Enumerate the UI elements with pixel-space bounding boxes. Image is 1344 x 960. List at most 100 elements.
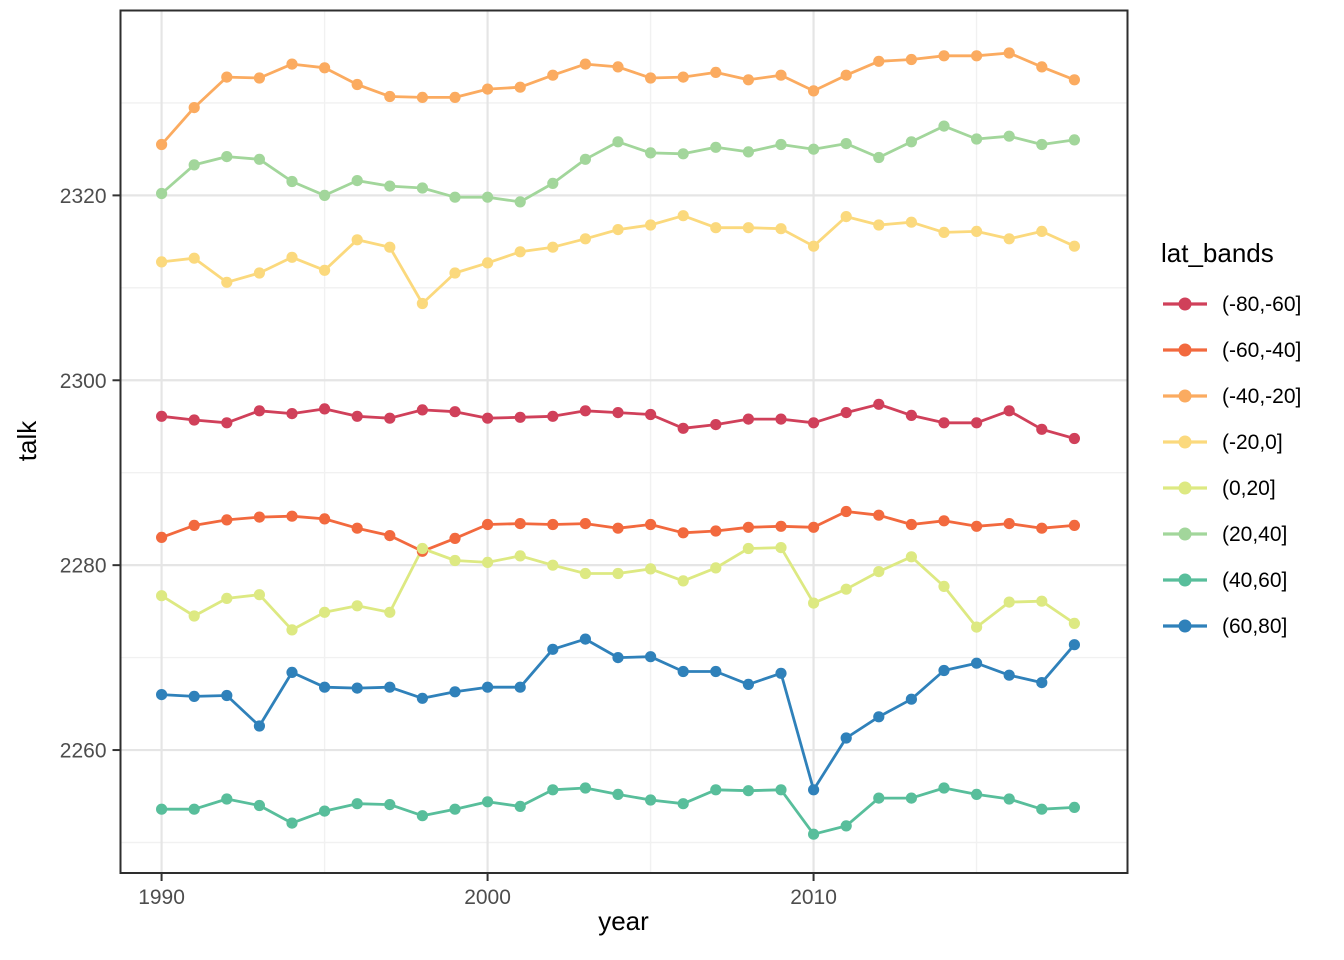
data-point xyxy=(416,91,428,103)
data-point xyxy=(808,828,820,840)
data-point xyxy=(1036,803,1048,815)
data-point xyxy=(710,525,722,537)
data-point xyxy=(547,643,559,655)
data-point xyxy=(156,531,168,544)
data-point xyxy=(384,606,396,618)
data-point xyxy=(351,522,363,534)
data-point xyxy=(319,403,331,415)
data-point xyxy=(351,410,363,422)
data-point xyxy=(188,159,200,171)
data-point xyxy=(840,211,852,223)
data-point xyxy=(482,681,494,693)
data-point xyxy=(677,422,689,434)
data-point xyxy=(840,407,852,419)
plot-panel xyxy=(120,10,1128,873)
data-point xyxy=(221,689,233,702)
data-point xyxy=(156,689,168,701)
data-point xyxy=(612,61,624,73)
data-point xyxy=(612,788,624,801)
data-point xyxy=(612,652,624,664)
data-point xyxy=(645,794,657,806)
data-point xyxy=(1036,225,1048,237)
data-point xyxy=(645,563,657,575)
data-point xyxy=(253,589,265,601)
data-point xyxy=(579,518,592,530)
data-point xyxy=(482,556,494,569)
data-point xyxy=(482,191,494,203)
data-point xyxy=(449,406,461,418)
data-point xyxy=(873,398,885,410)
data-point xyxy=(938,580,950,593)
data-point xyxy=(873,566,885,578)
legend-title: lat_bands xyxy=(1161,238,1274,268)
data-point xyxy=(840,138,852,150)
legend-item-label: (20,40] xyxy=(1222,523,1287,546)
data-point xyxy=(808,521,820,533)
data-point xyxy=(482,412,494,424)
data-point xyxy=(188,690,200,703)
data-point xyxy=(319,62,331,74)
data-point xyxy=(188,803,200,815)
data-point xyxy=(253,72,265,84)
data-point xyxy=(384,241,396,253)
data-point xyxy=(938,664,950,677)
data-point xyxy=(1068,432,1080,445)
data-point xyxy=(253,799,265,812)
data-point xyxy=(905,216,918,228)
data-point xyxy=(710,419,722,431)
data-point xyxy=(710,66,722,78)
data-point xyxy=(1068,519,1080,532)
data-point xyxy=(645,72,657,84)
data-point xyxy=(775,784,787,796)
data-point xyxy=(416,404,428,416)
legend-key-point xyxy=(1178,527,1192,541)
data-point xyxy=(1036,138,1048,151)
data-point xyxy=(1068,74,1080,86)
data-point xyxy=(319,606,331,618)
data-point xyxy=(579,567,592,580)
legend-key-point xyxy=(1178,343,1192,357)
data-point xyxy=(188,102,200,114)
data-point xyxy=(449,554,461,567)
y-tick-label: 2260 xyxy=(60,740,107,763)
legend-key-point xyxy=(1178,435,1192,449)
data-point xyxy=(286,817,298,829)
legend-key-point xyxy=(1178,619,1192,633)
data-point xyxy=(286,175,298,188)
legend-item-label: (-20,0] xyxy=(1222,431,1283,454)
data-point xyxy=(449,803,461,815)
panel-border xyxy=(119,9,1129,874)
data-point xyxy=(253,405,265,417)
data-point xyxy=(253,153,265,165)
data-point xyxy=(514,518,526,530)
data-point xyxy=(319,264,331,276)
data-point xyxy=(808,240,820,252)
data-point xyxy=(188,414,200,426)
data-point xyxy=(612,136,624,148)
legend-item-label: (0,20] xyxy=(1222,477,1276,500)
data-point xyxy=(808,143,820,155)
data-point xyxy=(579,233,592,245)
data-point xyxy=(156,187,168,200)
data-point xyxy=(1003,47,1015,59)
data-point xyxy=(579,633,592,645)
legend-key-point xyxy=(1178,389,1192,403)
data-point xyxy=(905,409,918,421)
data-point xyxy=(1036,423,1048,435)
data-point xyxy=(384,530,396,542)
data-point xyxy=(971,621,983,633)
data-point xyxy=(188,252,200,264)
data-point xyxy=(971,50,983,62)
data-point xyxy=(808,784,820,796)
data-point xyxy=(482,83,494,95)
data-point xyxy=(710,784,722,796)
data-point xyxy=(579,58,592,70)
data-point xyxy=(905,693,918,705)
data-point xyxy=(775,69,787,81)
data-point xyxy=(286,408,298,420)
data-point xyxy=(579,153,592,165)
data-point xyxy=(514,681,526,693)
data-point xyxy=(547,177,559,189)
data-point xyxy=(645,147,657,159)
data-point xyxy=(677,665,689,678)
